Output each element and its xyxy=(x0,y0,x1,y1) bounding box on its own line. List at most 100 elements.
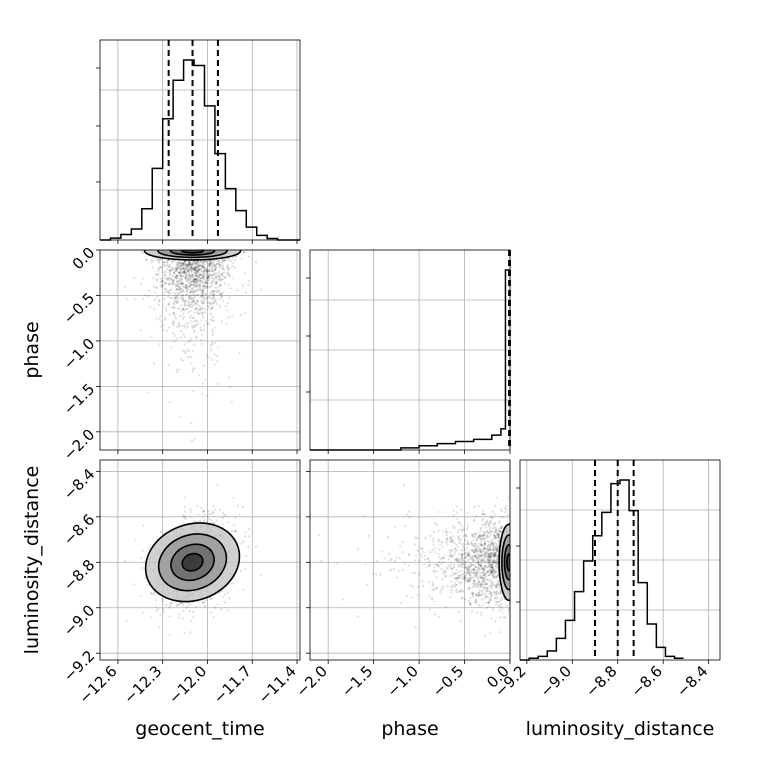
sample-point xyxy=(474,572,477,576)
sample-point xyxy=(162,280,165,283)
sample-point xyxy=(495,546,499,550)
sample-point xyxy=(206,264,209,268)
sample-point xyxy=(168,292,171,295)
sample-point xyxy=(205,269,209,272)
sample-point xyxy=(211,262,214,265)
sample-point xyxy=(172,311,175,314)
sample-point xyxy=(463,566,467,569)
sample-point xyxy=(477,562,480,565)
sample-point xyxy=(222,299,225,302)
sample-point xyxy=(476,539,479,542)
sample-point xyxy=(179,277,182,281)
sample-point xyxy=(213,269,216,272)
contour-level xyxy=(181,250,204,254)
sample-point xyxy=(494,597,497,600)
sample-point xyxy=(485,571,489,574)
sample-point xyxy=(182,262,185,265)
sample-point xyxy=(201,264,205,267)
sample-point xyxy=(208,262,211,265)
sample-point xyxy=(205,354,208,357)
sample-point xyxy=(449,551,452,554)
sample-point xyxy=(488,584,491,588)
sample-point xyxy=(466,540,469,543)
sample-point xyxy=(157,273,160,276)
sample-point xyxy=(144,294,147,297)
sample-point xyxy=(172,332,175,335)
sample-point xyxy=(498,521,501,524)
sample-point xyxy=(230,400,233,404)
sample-point xyxy=(225,259,228,262)
sample-point xyxy=(189,298,193,301)
sample-point xyxy=(492,549,495,552)
sample-point xyxy=(163,261,166,264)
sample-point xyxy=(168,273,171,277)
sample-point xyxy=(184,510,187,513)
y-tick-label: −8.6 xyxy=(60,510,98,548)
sample-point xyxy=(198,279,201,282)
sample-point xyxy=(188,261,191,264)
sample-point xyxy=(487,558,490,561)
sample-point xyxy=(482,574,485,577)
sample-point xyxy=(190,265,193,268)
sample-point xyxy=(201,289,204,292)
sample-point xyxy=(176,301,179,304)
sample-point xyxy=(445,531,448,534)
sample-point xyxy=(166,260,169,263)
sample-point xyxy=(459,542,462,545)
sample-point xyxy=(467,543,470,546)
sample-point xyxy=(495,586,498,590)
sample-point xyxy=(171,274,174,278)
sample-point xyxy=(437,529,440,532)
sample-point xyxy=(200,338,203,342)
sample-point xyxy=(178,285,181,288)
sample-point xyxy=(176,301,179,304)
sample-point xyxy=(205,270,208,273)
sample-point xyxy=(481,544,484,547)
sample-point xyxy=(160,265,163,269)
sample-point xyxy=(204,308,207,311)
sample-point xyxy=(199,287,203,290)
sample-point xyxy=(229,287,232,290)
sample-point xyxy=(195,280,198,283)
sample-point xyxy=(448,555,451,558)
sample-point xyxy=(481,534,484,537)
sample-point xyxy=(356,615,359,618)
sample-point xyxy=(471,563,474,567)
sample-point xyxy=(470,592,473,595)
sample-point xyxy=(491,567,494,570)
sample-point xyxy=(175,269,178,272)
sample-point xyxy=(473,550,476,554)
sample-point xyxy=(152,277,155,280)
sample-point xyxy=(473,574,477,577)
sample-point xyxy=(242,251,245,254)
sample-point xyxy=(481,604,484,607)
sample-point xyxy=(134,298,137,301)
sample-point xyxy=(479,575,482,578)
sample-point xyxy=(208,264,212,267)
sample-point xyxy=(469,573,472,577)
sample-point xyxy=(191,367,194,370)
histogram-step xyxy=(100,59,300,241)
sample-point xyxy=(200,299,203,303)
sample-point xyxy=(483,577,486,580)
sample-point xyxy=(172,271,176,275)
sample-point xyxy=(486,549,489,552)
sample-point xyxy=(173,282,176,285)
sample-point xyxy=(242,540,245,543)
sample-point xyxy=(212,521,215,524)
sample-point xyxy=(443,554,446,557)
sample-point xyxy=(488,543,491,546)
sample-point xyxy=(191,286,195,290)
sample-point xyxy=(175,280,179,283)
sample-point xyxy=(478,563,481,566)
sample-point xyxy=(134,538,137,541)
sample-point xyxy=(445,530,448,533)
sample-point xyxy=(492,569,495,572)
sample-point xyxy=(175,277,178,280)
sample-point xyxy=(496,533,499,536)
sample-point xyxy=(195,265,198,268)
sample-point xyxy=(483,541,486,544)
sample-point xyxy=(495,549,499,552)
sample-point xyxy=(197,299,200,302)
sample-point xyxy=(162,277,165,280)
